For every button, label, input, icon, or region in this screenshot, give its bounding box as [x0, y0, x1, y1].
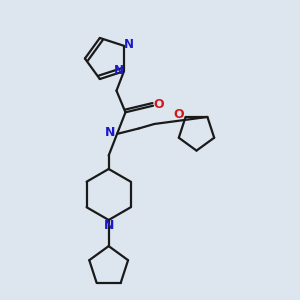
Text: O: O	[154, 98, 164, 111]
Text: O: O	[174, 108, 184, 121]
Text: N: N	[105, 126, 116, 139]
Text: N: N	[124, 38, 134, 51]
Text: N: N	[103, 220, 114, 232]
Text: N: N	[114, 64, 124, 77]
